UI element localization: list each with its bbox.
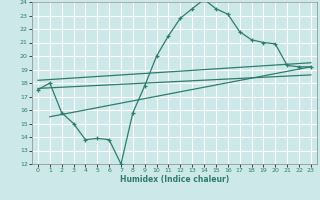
X-axis label: Humidex (Indice chaleur): Humidex (Indice chaleur) <box>120 175 229 184</box>
